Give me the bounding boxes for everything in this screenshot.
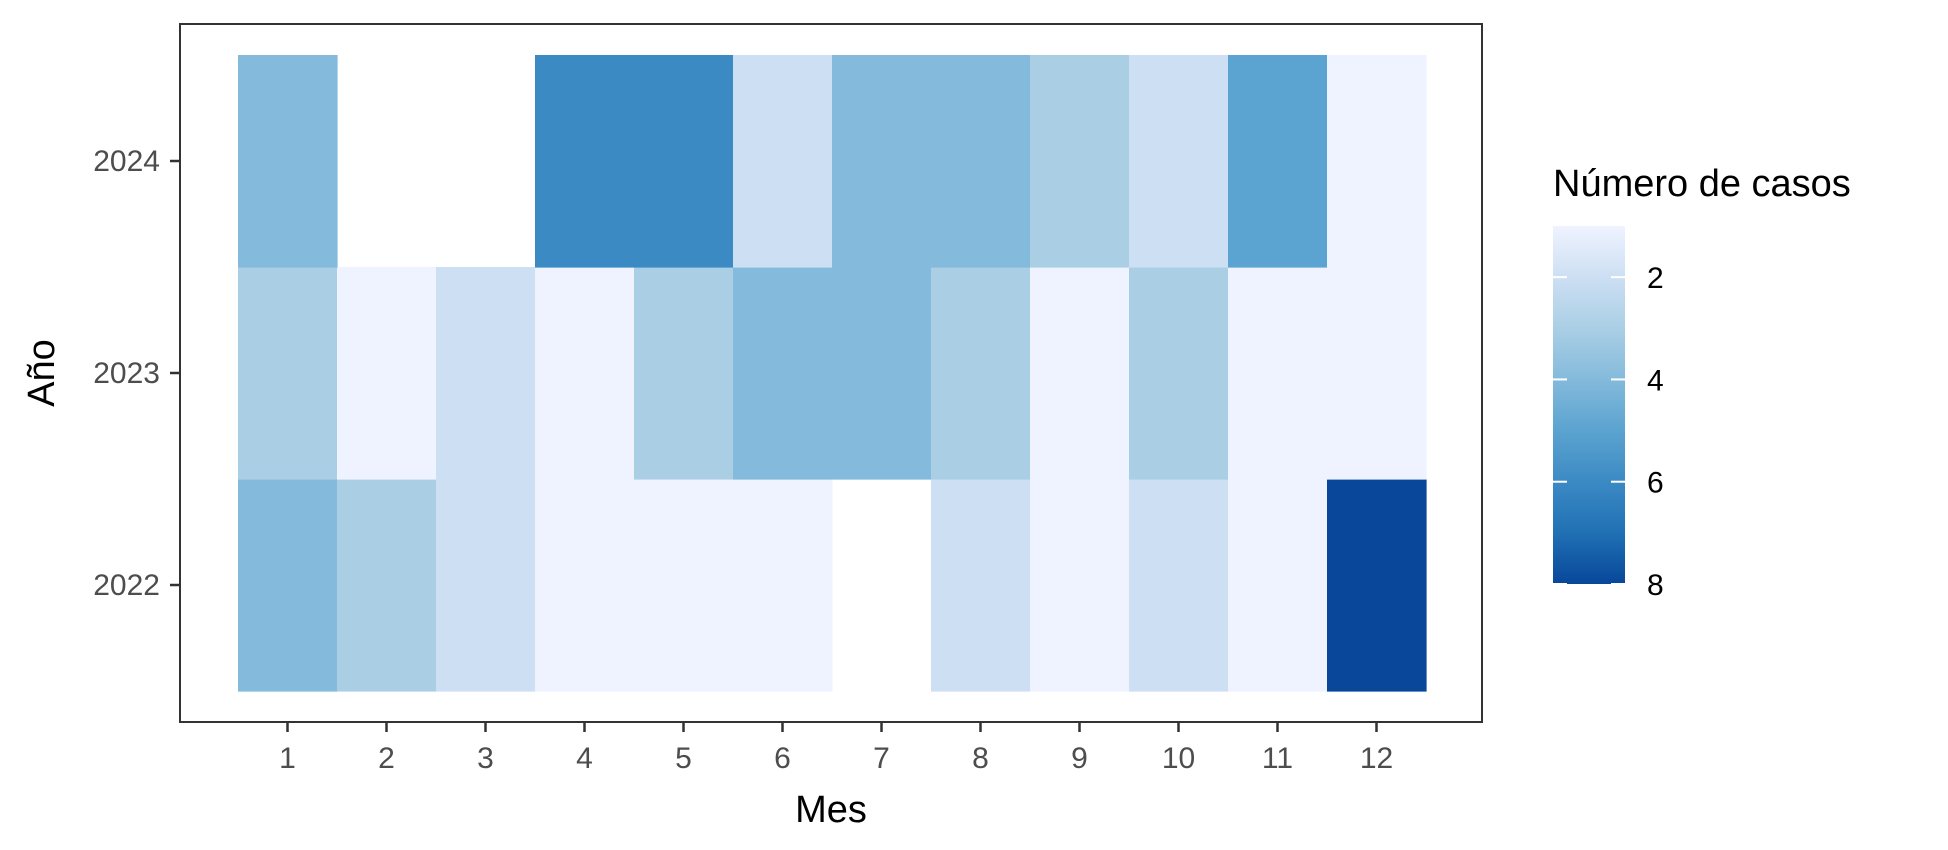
x-tick-label: 8 [972,742,989,775]
heatmap-cell [733,55,833,268]
legend-colorbar [1553,226,1625,584]
heatmap-cell [832,267,932,480]
heatmap-cell [1327,55,1427,268]
legend-label: 2 [1647,262,1664,295]
x-tick-label: 9 [1071,742,1088,775]
heatmap-cell [733,267,833,480]
heatmap-cell [436,267,536,480]
heatmap-cell [634,55,734,268]
legend-label: 6 [1647,467,1664,500]
x-tick-label: 5 [675,742,692,775]
x-tick-label: 1 [279,742,296,775]
heatmap-cell [535,55,635,268]
heatmap-cell [1228,55,1328,268]
heatmap-cell [1228,479,1328,692]
y-tick-label: 2023 [93,357,160,390]
x-axis: 1 2 3 4 5 6 7 8 9 10 11 12 [279,722,1393,775]
heatmap-cell [1327,267,1427,480]
heatmap-cell [436,479,536,692]
x-tick-label: 4 [576,742,593,775]
heatmap-cell [832,55,932,268]
x-tick-label: 3 [477,742,494,775]
heatmap-cell [634,479,734,692]
legend-ticks: 2 4 6 8 [1553,262,1664,602]
heatmap-cell [238,479,338,692]
x-axis-title: Mes [795,789,867,831]
x-tick-label: 12 [1360,742,1393,775]
legend-title: Número de casos [1553,163,1851,205]
heatmap-cell [634,267,734,480]
heatmap-cell [1327,479,1427,692]
y-tick-label: 2024 [93,145,160,178]
y-axis-title: Año [21,339,63,407]
heatmap-cell [931,55,1031,268]
heatmap-cell [337,479,437,692]
heatmap-cell [1129,479,1229,692]
heatmap-cell [238,267,338,480]
y-axis: 2022 2023 2024 [93,145,180,602]
heatmap-cell [535,267,635,480]
heatmap-cell [1030,479,1130,692]
heatmap-cell [733,479,833,692]
heatmap-cell [337,267,437,480]
heatmap-cell [1228,267,1328,480]
heatmap-cells [238,55,1427,692]
legend-label: 4 [1647,364,1664,397]
heatmap-cell [1030,267,1130,480]
heatmap-cell [931,267,1031,480]
x-tick-label: 6 [774,742,791,775]
heatmap-cell [1030,55,1130,268]
x-tick-label: 10 [1162,742,1195,775]
legend-label: 8 [1647,569,1664,602]
x-tick-label: 11 [1262,742,1293,775]
heatmap-cell [931,479,1031,692]
y-tick-label: 2022 [93,569,160,602]
x-tick-label: 2 [378,742,395,775]
heatmap-cell [238,55,338,268]
heatmap-cell [1129,267,1229,480]
heatmap-cell [1129,55,1229,268]
heatmap-cell [535,479,635,692]
x-tick-label: 7 [873,742,890,775]
